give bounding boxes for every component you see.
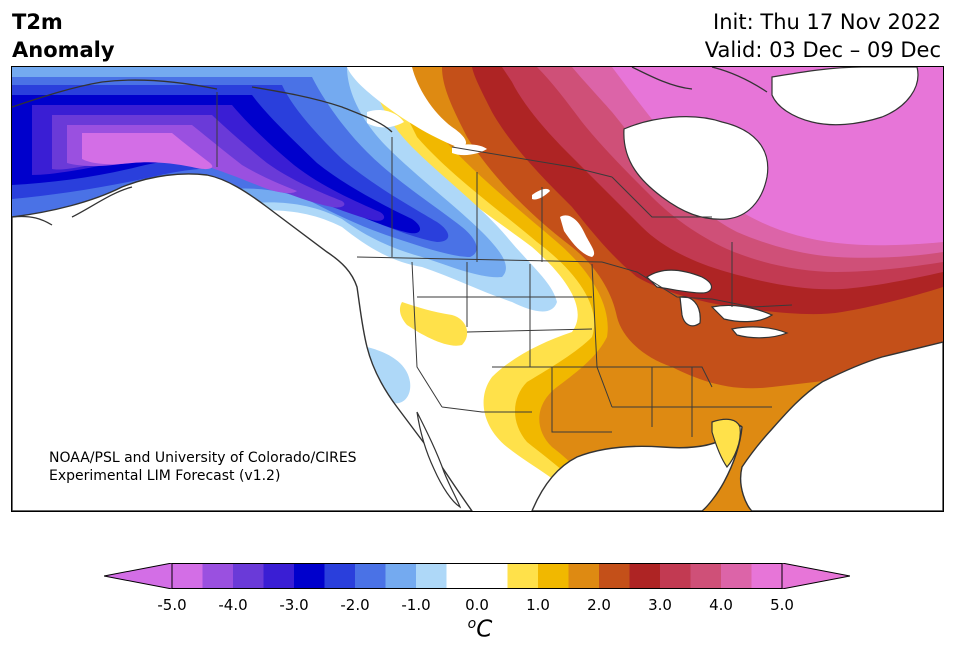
colorbar-frame — [171, 563, 783, 589]
colorbar-tick-label: 0.0 — [465, 596, 489, 614]
colorbar-over-extension — [781, 563, 850, 589]
colorbar-bin-6 — [355, 563, 386, 589]
colorbar-tick-label: -2.0 — [340, 596, 370, 614]
baja-peninsula — [416, 411, 462, 509]
colorbar-tick-label: 3.0 — [648, 596, 672, 614]
colorbar-bin-9 — [446, 563, 508, 589]
colorbar-unit: oC — [468, 616, 493, 643]
colorbar-bin-12 — [568, 563, 600, 589]
unit-degree-sign: o — [467, 616, 477, 632]
colorbar-bin-15 — [660, 563, 691, 589]
credit-line-2: Experimental LIM Forecast (v1.2) — [49, 468, 281, 484]
florida — [711, 418, 741, 468]
unit-letter: C — [476, 616, 493, 643]
title-line-1: T2m — [12, 10, 63, 34]
colorbar-bin-7 — [385, 563, 417, 589]
colorbar-tick-label: -5.0 — [157, 596, 187, 614]
credit-text: NOAA/PSL and University of Colorado/CIRE… — [49, 449, 357, 485]
colorbar-bin-5 — [324, 563, 356, 589]
baffin-island — [771, 67, 919, 126]
colorbar-bin-3 — [263, 563, 295, 589]
valid-range: Valid: 03 Dec – 09 Dec — [704, 38, 941, 62]
colorbar-tick-label: -3.0 — [279, 596, 309, 614]
colorbar-bin-13 — [599, 563, 630, 589]
cold-anomaly-neg5c — [82, 133, 213, 170]
colorbar-tick-label: 5.0 — [770, 596, 794, 614]
colorbar-bin-8 — [416, 563, 447, 589]
colorbar-bin-0 — [172, 563, 203, 589]
colorbar-bin-14 — [629, 563, 661, 589]
colorbar-tick-label: -1.0 — [401, 596, 431, 614]
colorbar-bin-10 — [507, 563, 539, 589]
colorbar-bin-2 — [233, 563, 264, 589]
arctic-white-patch — [367, 110, 404, 128]
colorbar-tick-label: 1.0 — [526, 596, 550, 614]
colorbar-under-extension — [104, 563, 173, 589]
credit-line-1: NOAA/PSL and University of Colorado/CIRE… — [49, 450, 357, 466]
colorbar-bin-18 — [751, 563, 783, 589]
great-lakes — [646, 269, 789, 339]
pacific-ocean — [12, 173, 473, 511]
atlantic-ocean — [740, 341, 943, 511]
colorbar-bin-11 — [538, 563, 569, 589]
init-date: Init: Thu 17 Nov 2022 — [713, 10, 941, 34]
colorbar-tick-label: -4.0 — [218, 596, 248, 614]
interior-yellow-patch — [399, 302, 468, 346]
colorbar-bin-1 — [202, 563, 234, 589]
colorbar-bin-4 — [294, 563, 325, 589]
hudson-bay — [623, 116, 769, 220]
neutral-corridor — [347, 67, 467, 147]
colorbar-tick-label: 4.0 — [709, 596, 733, 614]
borders — [216, 92, 793, 437]
colorbar-ticks: -5.0 -4.0 -3.0 -2.0 -1.0 0.0 1.0 2.0 3.0 4.0 5.0 — [0, 596, 953, 616]
forecast-dates: Init: Thu 17 Nov 2022 Valid: 03 Dec – 09… — [705, 8, 941, 64]
colorbar-bin-16 — [690, 563, 722, 589]
colorbar-bin-17 — [721, 563, 752, 589]
colorbar — [104, 563, 850, 589]
anomaly-map-svg — [12, 67, 943, 511]
lake-winnipeg — [560, 215, 595, 257]
coastlines — [12, 67, 768, 226]
title-line-2: Anomaly — [12, 38, 115, 62]
anomaly-map — [11, 66, 944, 512]
colorbar-tick-label: 2.0 — [587, 596, 611, 614]
map-title: T2m Anomaly — [12, 8, 115, 64]
athabasca-lake — [532, 188, 550, 200]
